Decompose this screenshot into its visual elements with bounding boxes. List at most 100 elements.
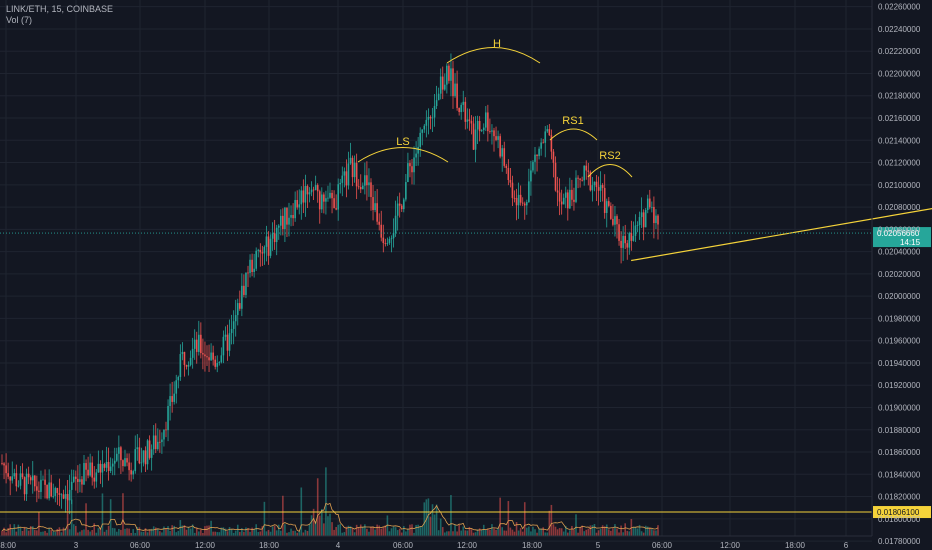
candle-body [81,479,83,485]
volume-bar [657,525,659,536]
volume-bar [136,527,139,536]
candle-body [316,185,319,192]
volume-bar [181,525,184,536]
volume-bar [495,529,497,536]
volume-bar [636,528,639,536]
candle-body [347,163,350,186]
volume-bar [634,526,637,536]
volume-bar [431,504,434,536]
volume-bar [597,530,600,536]
candle-body [146,440,149,465]
pattern-arc [357,147,449,163]
x-tick-label: 5 [596,541,601,550]
volume-bar [515,522,518,536]
candle-body [569,189,571,209]
y-tick-label: 0.02100000 [878,181,921,190]
candle-body [599,185,602,191]
volume-bar [241,528,243,536]
x-tick-label: 6 [844,541,849,550]
volume-bar [124,528,126,536]
volume-bar [17,524,20,536]
volume-bar [290,528,292,536]
candle-body [177,377,180,381]
candle-body [476,120,479,130]
volume-bar [267,529,270,536]
volume-bar [622,532,624,536]
candle-body [622,235,624,248]
volume-bar [499,497,501,536]
volume-bar [337,524,339,536]
candle-body [552,151,555,163]
candle-body [495,136,497,140]
candle-body [452,68,454,97]
volume-bar [29,526,32,536]
volume-bar [87,529,89,536]
candle-body [171,396,173,402]
volume-bar [25,528,28,536]
y-tick-label: 0.01800000 [878,515,921,524]
volume-bar [649,527,651,536]
candle-body [474,129,477,150]
candle-body [593,181,596,186]
x-tick-label: 3 [74,541,79,550]
volume-bar [435,504,438,536]
chart-header: LINK/ETH, 15, COINBASE Vol (7) [6,4,113,26]
y-tick-label: 0.01960000 [878,337,921,346]
volume-bar [464,530,467,536]
hline-price-label: 0.01806100 [877,508,920,517]
candle-body [630,233,633,241]
candle-body [296,199,298,208]
candle-body [546,129,549,132]
volume-bar [521,531,524,536]
y-tick-label: 0.01780000 [878,537,921,546]
candle-body [523,203,526,206]
candle-body [327,197,329,199]
volume-bar [569,530,571,536]
candle-body [116,453,118,461]
volume-bar [474,532,477,536]
candle-body [392,232,395,239]
candle-body [526,202,528,206]
y-tick-label: 0.02200000 [878,69,921,78]
volume-bar [489,529,491,536]
candle-body [97,463,100,473]
candle-body [362,185,364,190]
volume-bar [280,530,282,536]
candle-body [183,351,186,365]
candle-body [331,192,333,199]
candle-body [19,473,22,486]
volume-bar [396,530,399,536]
volume-bar [257,531,260,536]
candle-body [144,450,147,465]
candle-body [17,485,20,487]
volume-bar [138,527,141,536]
volume-bar [564,525,567,536]
volume-bar [77,532,79,536]
candle-body [77,478,79,482]
candle-body [208,357,210,361]
volume-bar [392,526,395,536]
volume-bar [618,532,620,536]
candle-body [234,315,237,322]
volume-bar [407,528,409,536]
volume-bar [571,525,573,536]
volume-bar [491,524,493,536]
volume-bar [589,525,592,536]
volume-bar [599,528,602,536]
volume-bar [212,531,214,536]
candle-body [7,473,9,477]
candle-body [380,224,383,238]
candle-body [573,199,575,202]
candle-body [263,246,266,254]
y-tick-label: 0.01820000 [878,493,921,502]
volume-bar [79,531,81,536]
volume-bar [292,530,294,536]
volume-bar [161,532,163,536]
volume-bar [417,524,419,536]
volume-bar [370,526,372,536]
candle-body [636,225,639,226]
candle-body [575,177,577,202]
volume-bar [62,527,65,536]
